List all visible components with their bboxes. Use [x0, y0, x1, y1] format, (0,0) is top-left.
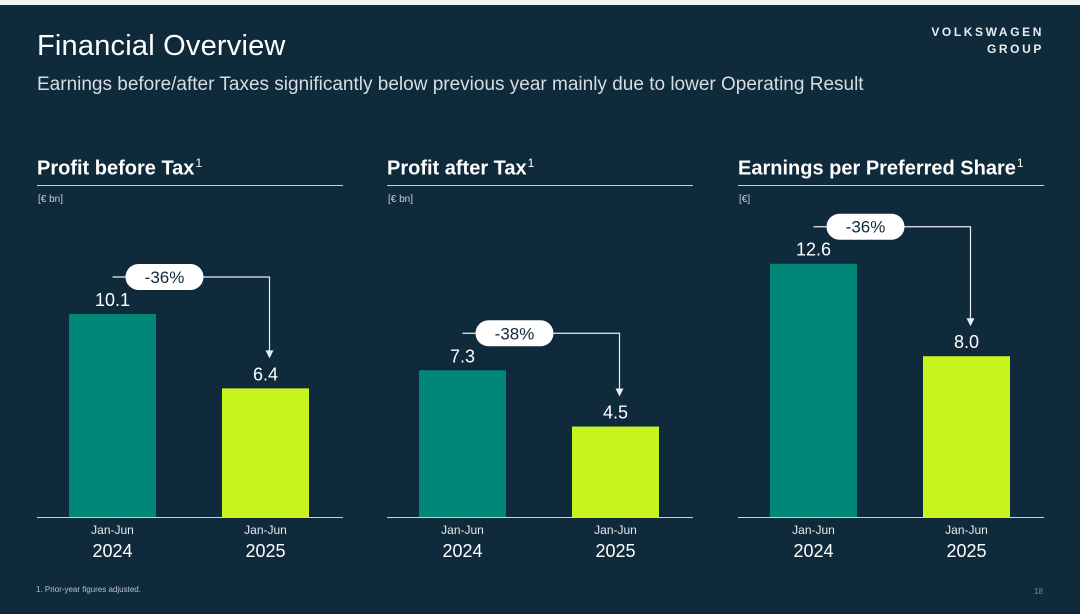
panel-unit: [€ bn]: [38, 194, 64, 205]
panel-title-text: Earnings per Preferred Share: [738, 157, 1016, 180]
bar-2024: [69, 313, 156, 517]
bar-2025: [572, 426, 659, 517]
footnote-marker: 1: [527, 156, 535, 170]
x-tick-period: Jan-Jun: [244, 523, 287, 537]
x-tick-year: 2025: [595, 541, 635, 561]
bar-chart-profit-after-tax: 7.3 Jan-Jun 2024 4.5 Jan-Jun 2025 -38%: [387, 320, 693, 561]
logo-line-2: GROUP: [986, 42, 1044, 56]
change-pill: [475, 320, 554, 347]
data-label-2025: 8.0: [954, 332, 979, 352]
panel-title: Profit before Tax1: [37, 156, 202, 181]
footnote: 1. Prior-year figures adjusted.: [36, 585, 141, 594]
page-number: 18: [1034, 587, 1043, 596]
data-label-2024: 10.1: [95, 290, 130, 310]
data-label-2024: 12.6: [796, 240, 831, 260]
panel-profit-after-tax: Profit after Tax1 [€ bn] 7.3 Jan-Jun 2024 4…: [387, 150, 693, 570]
x-tick-period: Jan-Jun: [945, 523, 988, 537]
panel-divider: [738, 185, 1044, 186]
top-border: [0, 0, 1080, 5]
x-tick-year: 2025: [245, 541, 285, 561]
data-label-2025: 6.4: [253, 364, 278, 384]
x-tick-period: Jan-Jun: [91, 523, 134, 537]
change-pill: [125, 263, 204, 290]
panel-unit: [€]: [739, 194, 751, 205]
x-tick-year: 2025: [946, 541, 986, 561]
footnote-marker: 1: [195, 156, 203, 170]
change-pill: [826, 213, 905, 240]
bar-2024: [419, 370, 506, 517]
panel-title: Profit after Tax1: [387, 156, 534, 181]
panel-title-text: Profit before Tax: [37, 157, 195, 180]
arrow-head-icon: [265, 350, 274, 359]
x-tick-period: Jan-Jun: [792, 523, 835, 537]
x-tick-year: 2024: [442, 541, 482, 561]
panel-earnings-per-preferred-share: Earnings per Preferred Share1 [€] 12.6 Ja…: [738, 150, 1044, 570]
volkswagen-group-logo: VOLKSWAGEN GROUP: [931, 24, 1044, 58]
x-tick-year: 2024: [92, 541, 132, 561]
panel-unit: [€ bn]: [388, 194, 414, 205]
arrow-head-icon: [966, 318, 975, 327]
page-title: Financial Overview: [37, 30, 286, 62]
x-tick-period: Jan-Jun: [441, 523, 484, 537]
panel-divider: [387, 185, 693, 186]
bar-chart-earnings-per-preferred-share: 12.6 Jan-Jun 2024 8.0 Jan-Jun 2025 -36%: [738, 213, 1044, 561]
page-subtitle: Earnings before/after Taxes significantl…: [37, 74, 864, 95]
data-label-2025: 4.5: [603, 403, 628, 423]
change-percent-label: -36%: [846, 218, 886, 237]
bar-2025: [923, 356, 1010, 517]
bar-2024: [770, 263, 857, 517]
change-percent-label: -36%: [145, 268, 185, 287]
change-percent-label: -38%: [495, 324, 535, 343]
panel-title-text: Profit after Tax: [387, 157, 527, 180]
bar-chart-profit-before-tax: 10.1 Jan-Jun 2024 6.4 Jan-Jun 2025 -36%: [37, 263, 343, 561]
data-label-2024: 7.3: [450, 346, 475, 366]
bar-2025: [222, 388, 309, 517]
panel-title: Earnings per Preferred Share1: [738, 156, 1024, 181]
footnote-marker: 1: [1016, 156, 1024, 170]
panel-divider: [37, 185, 343, 186]
x-tick-year: 2024: [793, 541, 833, 561]
arrow-head-icon: [615, 388, 624, 397]
panel-profit-before-tax: Profit before Tax1 [€ bn] 10.1 Jan-Jun 202…: [37, 150, 343, 570]
logo-line-1: VOLKSWAGEN: [931, 25, 1044, 39]
x-tick-period: Jan-Jun: [594, 523, 637, 537]
